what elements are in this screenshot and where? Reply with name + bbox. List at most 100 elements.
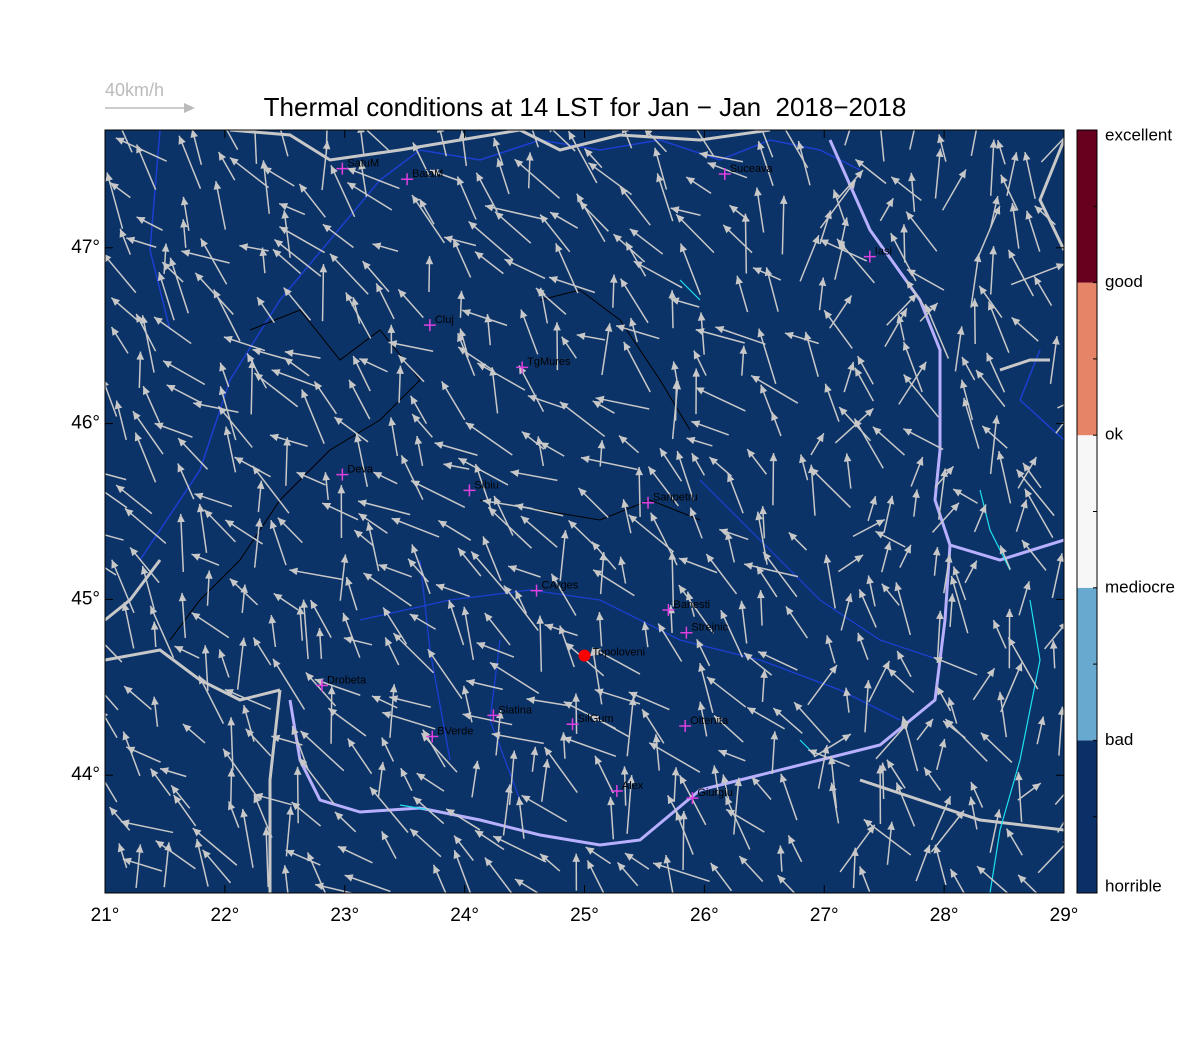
wind-arrow-head <box>150 621 159 630</box>
wind-arrow-head <box>1029 456 1037 466</box>
wind-arrow-head <box>828 756 836 765</box>
wind-arrow <box>392 632 435 674</box>
station-label: Strejnic <box>691 622 728 634</box>
wind-arrow <box>591 647 603 705</box>
wind-arrow <box>458 457 509 486</box>
wind-arrow-head <box>906 279 915 289</box>
wind-arrow-head <box>618 435 628 444</box>
wind-arrow-head <box>713 715 723 724</box>
colorbar-segment <box>1077 587 1097 741</box>
wind-arrow-head <box>1055 263 1064 271</box>
wind-arrow-head <box>381 831 389 841</box>
wind-arrow-head <box>555 243 563 253</box>
wind-arrow-head <box>530 746 539 756</box>
wind-arrow-head <box>992 415 1000 424</box>
wind-arrow-head <box>305 672 315 682</box>
wind-arrow-head <box>535 436 544 446</box>
wind-arrow-head <box>414 435 423 445</box>
map-background <box>105 130 1064 893</box>
wind-arrow <box>314 883 355 893</box>
wind-arrow-head <box>116 485 125 494</box>
wind-arrow <box>470 551 509 595</box>
y-tick-label: 47° <box>71 237 100 258</box>
wind-arrow-head <box>504 784 513 794</box>
wind-arrow-head <box>628 514 638 523</box>
wind-arrow-head <box>150 768 159 778</box>
wind-arrow-head <box>903 374 912 384</box>
wind-arrow-head <box>535 288 545 297</box>
wind-arrow-head <box>273 593 283 602</box>
wind-arrow-head <box>741 213 750 222</box>
wind-arrow-head <box>710 862 719 872</box>
wind-arrow-head <box>371 695 381 703</box>
wind-arrow-head <box>429 169 439 177</box>
wind-arrow-head <box>435 583 445 591</box>
wind-arrow <box>365 130 392 154</box>
wind-arrow <box>990 139 995 196</box>
wind-arrow-head <box>453 238 461 248</box>
wind-arrow <box>905 211 938 252</box>
wind-arrow-head <box>242 705 250 714</box>
wind-arrow-head <box>315 882 324 891</box>
wind-arrow-head <box>578 487 587 497</box>
wind-arrow-head <box>472 760 481 770</box>
wind-arrow-head <box>725 531 733 541</box>
wind-arrow-head <box>859 866 867 876</box>
wind-arrow <box>382 711 436 730</box>
wind-arrow <box>780 773 798 821</box>
wind-arrow-head <box>401 455 409 465</box>
wind-arrow-head <box>458 548 467 557</box>
wind-arrow-head <box>253 794 261 804</box>
wind-arrow-head <box>136 313 144 323</box>
wind-arrow <box>411 544 431 595</box>
wind-arrow <box>1007 637 1039 690</box>
wind-arrow-head <box>725 796 733 806</box>
wind-arrow-head <box>353 355 361 365</box>
wind-arrow-head <box>154 422 164 430</box>
wind-arrow-head <box>136 144 144 154</box>
wind-arrow-head <box>900 224 908 233</box>
wind-arrow-head <box>563 701 573 709</box>
wind-arrow-head <box>223 426 232 436</box>
station-marker <box>718 167 731 180</box>
wind-arrow-head <box>562 736 572 744</box>
wind-arrow <box>592 647 641 675</box>
wind-arrow <box>273 238 322 277</box>
station-label: Banesti <box>673 599 710 611</box>
wind-arrow-head <box>744 652 753 661</box>
wind-arrow <box>1057 820 1064 833</box>
wind-arrow <box>299 730 345 772</box>
wind-arrow-head <box>869 496 877 506</box>
wind-arrow-head <box>285 849 295 857</box>
wind-arrow <box>903 374 939 418</box>
wind-arrow-head <box>678 585 687 594</box>
wind-arrow <box>839 824 876 873</box>
wind-arrow-head <box>484 857 493 867</box>
wind-arrow-head <box>198 675 207 685</box>
wind-arrow <box>279 130 289 157</box>
wind-arrow-head <box>514 159 524 168</box>
wind-arrow-head <box>1010 152 1019 161</box>
wind-arrow <box>484 205 544 220</box>
wind-arrow-head <box>691 420 701 428</box>
x-tick-label: 28° <box>930 905 959 926</box>
wind-arrow-head <box>839 407 848 416</box>
wind-arrow-head <box>510 469 520 477</box>
wind-arrow-head <box>120 819 130 827</box>
wind-arrow-head <box>863 819 873 828</box>
wind-arrow-head <box>239 243 249 251</box>
wind-arrow <box>279 226 326 254</box>
station-marker <box>336 468 349 481</box>
wind-arrow-head <box>169 257 177 267</box>
wind-arrow-head <box>90 630 98 639</box>
wind-arrow-head <box>906 269 916 277</box>
wind-arrow-head <box>393 633 402 642</box>
wind-arrow-head <box>824 210 832 220</box>
wind-arrow-head <box>970 781 978 791</box>
wind-arrow-head <box>760 384 768 394</box>
wind-arrow <box>799 234 820 282</box>
wind-arrow <box>963 397 980 449</box>
wind-arrow-head <box>526 696 536 704</box>
wind-arrow-head <box>1058 623 1064 630</box>
wind-arrow <box>271 369 321 389</box>
